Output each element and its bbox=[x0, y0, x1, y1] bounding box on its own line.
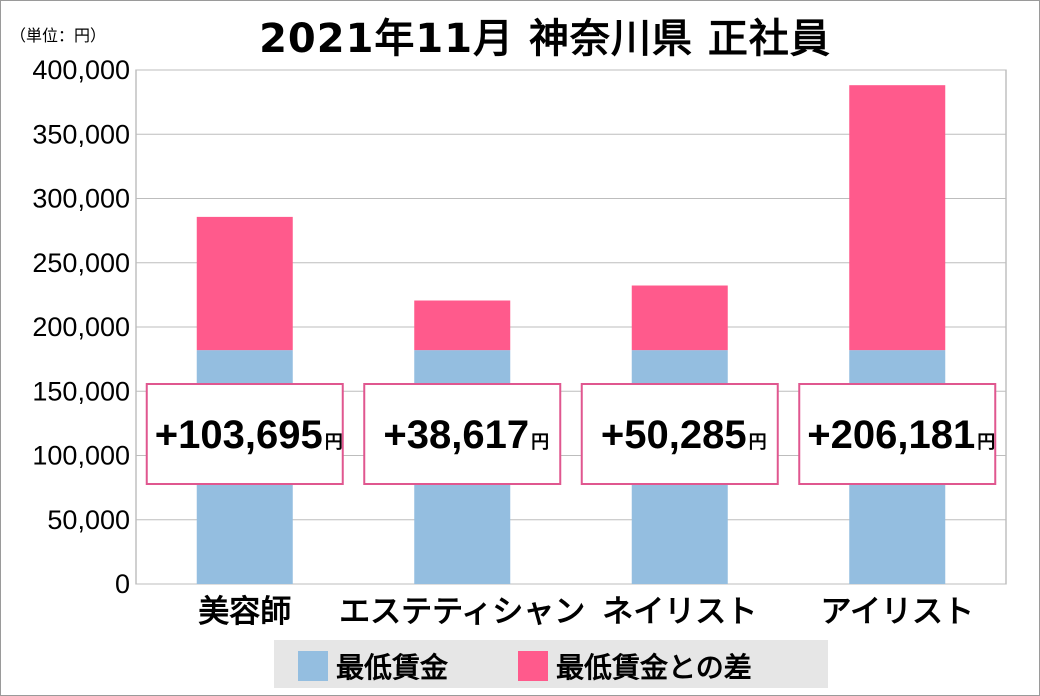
y-tick-label: 100,000 bbox=[32, 441, 130, 471]
legend-label-difference: 最低賃金との差 bbox=[556, 651, 752, 684]
unit-label: （単位：円） bbox=[10, 26, 107, 45]
bar-chart: 0 50,000 100,000 150,000 200,000 250,000 300,0… bbox=[32, 55, 1007, 630]
chart-title: 2021年11月 神奈川県 正社員 bbox=[259, 16, 831, 62]
data-label-unit: 円 bbox=[531, 432, 549, 453]
legend: 最低賃金 最低賃金との差 bbox=[274, 640, 828, 688]
data-label: +50,285 bbox=[601, 413, 747, 457]
legend-swatch-min-wage bbox=[298, 651, 328, 681]
bar-difference bbox=[631, 285, 728, 351]
y-tick-label: 400,000 bbox=[32, 55, 130, 85]
data-label-unit: 円 bbox=[325, 432, 343, 453]
legend-swatch-difference bbox=[518, 651, 548, 681]
legend-label-min-wage: 最低賃金 bbox=[336, 651, 449, 684]
x-category-label: アイリスト bbox=[821, 594, 974, 630]
y-tick-label: 200,000 bbox=[32, 312, 130, 342]
y-tick-label: 300,000 bbox=[32, 184, 130, 214]
bar-difference bbox=[849, 85, 946, 351]
bar-difference bbox=[414, 300, 511, 351]
y-tick-label: 250,000 bbox=[32, 248, 130, 278]
data-label-unit: 円 bbox=[977, 432, 995, 453]
legend-item-difference: 最低賃金との差 bbox=[518, 646, 752, 686]
y-tick-label: 50,000 bbox=[47, 505, 130, 535]
data-label-box bbox=[145, 383, 344, 485]
data-label: +38,617 bbox=[383, 413, 529, 457]
x-category-label: エステティシャン bbox=[339, 594, 585, 630]
data-label: +103,695 bbox=[155, 413, 323, 457]
data-label-box bbox=[798, 383, 997, 485]
data-label-box bbox=[363, 383, 562, 485]
x-category-label: 美容師 bbox=[198, 594, 291, 630]
bar-difference bbox=[196, 216, 293, 351]
x-category-label: ネイリスト bbox=[602, 594, 757, 630]
y-tick-label: 0 bbox=[115, 569, 130, 599]
y-tick-label: 350,000 bbox=[32, 119, 130, 149]
data-label-unit: 円 bbox=[749, 432, 767, 453]
y-tick-label: 150,000 bbox=[32, 376, 130, 406]
data-label: +206,181 bbox=[807, 413, 975, 457]
legend-item-min-wage: 最低賃金 bbox=[298, 646, 448, 686]
data-label-box bbox=[580, 383, 779, 485]
